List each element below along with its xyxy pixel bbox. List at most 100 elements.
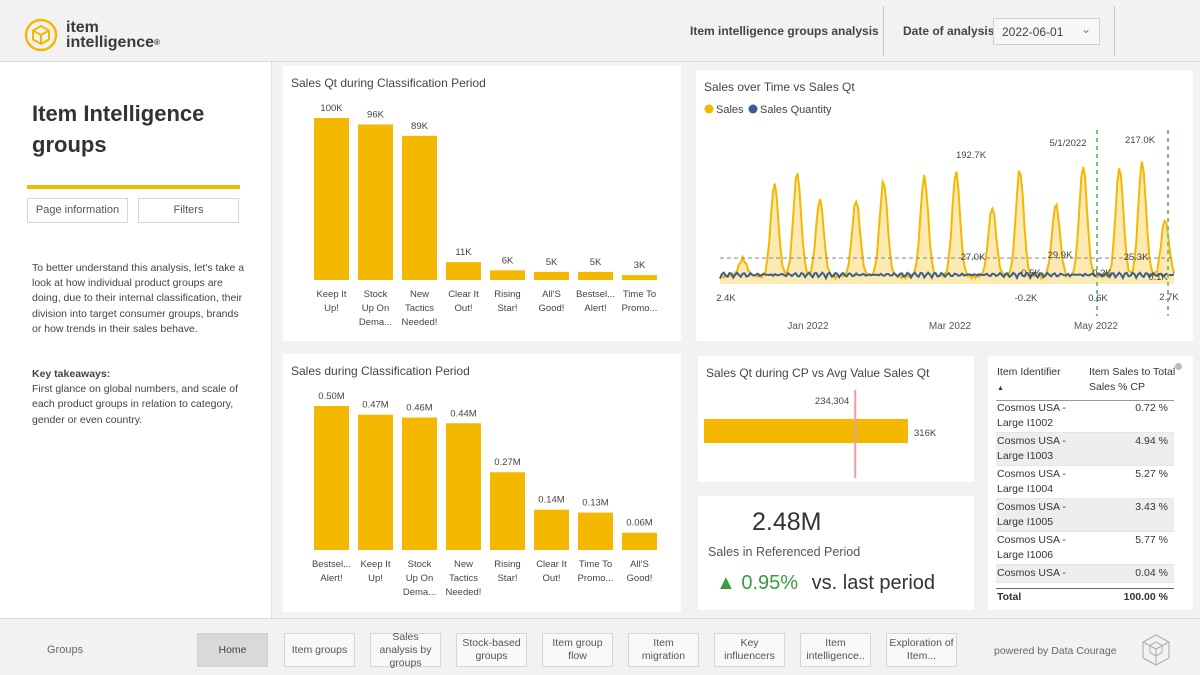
bar-label: 11K <box>455 247 472 258</box>
category-label: Rising <box>494 559 520 570</box>
table-row[interactable]: Cosmos USA - Large I1002 0.72 % <box>996 400 1174 433</box>
category-label: Needed! <box>402 317 438 328</box>
chart-title: Sales Qt during CP vs Avg Value Sales Qt <box>706 366 930 380</box>
category-label: Up On <box>362 303 389 314</box>
date-label: Date of analysis: <box>903 24 999 38</box>
nav-button-item-groups[interactable]: Item groups <box>284 633 355 667</box>
date-dropdown[interactable]: 2022-06-01 ⌄ <box>993 18 1100 45</box>
sales-line[interactable] <box>719 161 1175 281</box>
page-information-button[interactable]: Page information <box>27 198 128 223</box>
bar-label: 0.14M <box>538 495 564 506</box>
category-label: Clear It <box>448 289 479 300</box>
data-annotation: 0.1K <box>1148 272 1168 283</box>
powered-by-text: powered by Data Courage <box>994 645 1117 657</box>
bar-label: 3K <box>634 260 646 271</box>
bar[interactable] <box>358 124 393 280</box>
bar[interactable] <box>622 532 657 550</box>
sales-time-line-chart: Sales Sales Quantity 192.7K 217.0K 27.0K 29.9… <box>704 104 1179 332</box>
nav-button-item-migration[interactable]: Item migration <box>628 633 699 667</box>
category-label: Tactics <box>449 573 478 584</box>
data-courage-logo-icon <box>1142 634 1170 666</box>
bar-label: 96K <box>367 109 385 120</box>
category-label: Time To <box>623 289 656 300</box>
bar[interactable] <box>446 262 481 280</box>
sales-pct-cell: 0.72 % <box>1135 402 1168 414</box>
category-label: Up! <box>324 303 339 314</box>
chart-title: Sales over Time vs Sales Qt <box>704 80 855 94</box>
item-identifier-cell: Cosmos USA - Large I1002 <box>997 402 1066 429</box>
bar[interactable] <box>534 271 569 280</box>
bar[interactable] <box>314 406 349 550</box>
nav-button-sales-analysis-by-groups[interactable]: Sales analysis by groups <box>370 631 441 669</box>
table-row[interactable]: Cosmos USA - Large I1003 4.94 % <box>996 433 1174 466</box>
table-row[interactable]: Cosmos USA - 0.04 % <box>996 565 1174 583</box>
table-row[interactable]: Cosmos USA - Large I1004 5.27 % <box>996 466 1174 499</box>
category-label: New <box>410 289 429 300</box>
data-annotation: 0.2K <box>1092 268 1112 279</box>
category-label: Keep It <box>316 289 346 300</box>
total-label: Total <box>997 591 1022 603</box>
bar[interactable] <box>534 509 569 550</box>
bar[interactable] <box>446 423 481 550</box>
category-label: Clear It <box>536 559 567 570</box>
nav-button-item-intelligence[interactable]: Item intelligence.. <box>800 633 871 667</box>
nav-button-exploration-of-item[interactable]: Exploration of Item... <box>886 633 957 667</box>
header-divider <box>883 6 884 56</box>
bar[interactable] <box>314 118 349 280</box>
panel-title: Item Intelligence groups <box>32 101 205 157</box>
item-identifier-cell: Cosmos USA - Large I1003 <box>997 435 1066 462</box>
category-label: Time To <box>579 559 612 570</box>
x-tick-label: Jan 2022 <box>787 321 829 332</box>
item-identifier-cell: Cosmos USA - <box>997 567 1066 579</box>
bar[interactable] <box>578 512 613 550</box>
key-takeaways: Key takeaways: First glance on global nu… <box>32 367 247 428</box>
category-label: Keep It <box>360 559 390 570</box>
category-label: Stock <box>408 559 432 570</box>
bar[interactable] <box>622 275 657 280</box>
filters-button[interactable]: Filters <box>138 198 239 223</box>
bar[interactable] <box>704 419 908 443</box>
bar[interactable] <box>402 135 437 280</box>
bar[interactable] <box>358 414 393 550</box>
category-label: Bestsel... <box>576 289 615 300</box>
column-header-sales-pct[interactable]: Item Sales to Total Sales % CP <box>1089 366 1176 393</box>
data-annotation: 25.3K <box>1124 252 1149 263</box>
bar-label: 5K <box>590 257 602 268</box>
sales-qt-cp-card: Sales Qt during Classification Period 10… <box>283 66 681 341</box>
table-total-divider <box>996 588 1174 589</box>
nav-button-item-group-flow[interactable]: Item group flow <box>542 633 613 667</box>
sales-pct-cell: 0.04 % <box>1135 567 1168 579</box>
sales-pct-cell: 4.94 % <box>1135 435 1168 447</box>
category-label: Up! <box>368 573 383 584</box>
table-row[interactable]: Cosmos USA - Large I1005 3.43 % <box>996 499 1174 532</box>
more-options-icon[interactable] <box>1175 363 1182 370</box>
category-label: Bestsel... <box>312 559 351 570</box>
nav-button-key-influencers[interactable]: Key influencers <box>714 633 785 667</box>
category-label: Promo... <box>622 303 658 314</box>
nav-button-stock-based-groups[interactable]: Stock-based groups <box>456 633 527 667</box>
header-divider <box>1114 6 1115 56</box>
column-header-item-identifier[interactable]: Item Identifier ▲ <box>997 365 1077 396</box>
bar[interactable] <box>490 270 525 280</box>
bar-label: 0.46M <box>406 403 432 414</box>
bar[interactable] <box>490 472 525 550</box>
legend-qty-marker <box>748 104 758 114</box>
table-row[interactable]: Cosmos USA - Large I1006 5.77 % <box>996 532 1174 565</box>
legend-sales-label: Sales <box>716 104 744 116</box>
item-intelligence-logo-icon <box>24 18 58 52</box>
nav-button-home[interactable]: Home <box>197 633 268 667</box>
data-annotation: 0.5K <box>1021 268 1041 279</box>
sales-quantity-line[interactable] <box>719 271 1175 281</box>
bar[interactable] <box>402 417 437 550</box>
bar-label: 100K <box>320 103 343 114</box>
data-annotation: 192.7K <box>956 150 987 161</box>
data-annotation: 2.4K <box>716 293 736 304</box>
category-label: All'S <box>542 289 561 300</box>
bar-label: 6K <box>502 255 514 266</box>
arrow-up-icon: ▲ <box>716 572 736 594</box>
chevron-down-icon: ⌄ <box>1080 22 1091 36</box>
bar-label: 89K <box>411 121 429 132</box>
bar-label: 0.44M <box>450 408 476 419</box>
bar[interactable] <box>578 271 613 280</box>
kpi-card: 2.48M Sales in Referenced Period ▲ 0.95%… <box>698 496 974 610</box>
